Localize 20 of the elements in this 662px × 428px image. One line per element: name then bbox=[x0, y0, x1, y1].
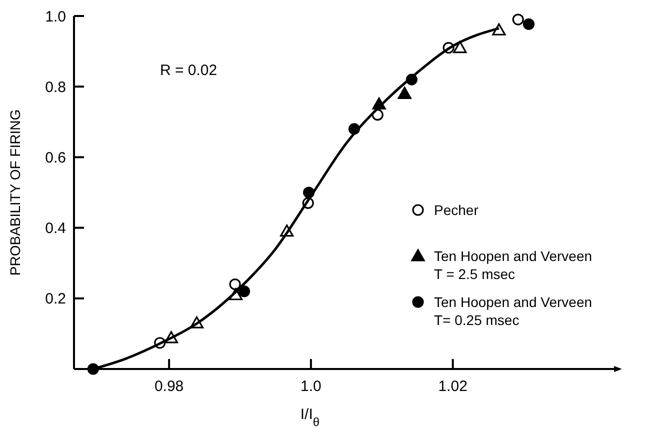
x-tick-label: 0.98 bbox=[154, 378, 184, 395]
annotation: R = 0.02 bbox=[160, 62, 218, 79]
y-tick-label: 0.6 bbox=[45, 149, 66, 166]
y-tick-label: 0.8 bbox=[45, 78, 66, 96]
legend-label: Ten Hoopen and Verveen T= 0.25 msec bbox=[434, 294, 592, 328]
y-tick-label: 1.0 bbox=[45, 8, 66, 26]
point bbox=[512, 14, 524, 26]
point bbox=[229, 278, 241, 290]
point bbox=[238, 286, 250, 298]
point bbox=[522, 18, 535, 30]
y-tick-label: 0.4 bbox=[45, 220, 66, 238]
legend-label: Ten Hoopen and Verveen T = 2.5 msec bbox=[434, 248, 592, 282]
x-tick-label: 1.02 bbox=[438, 378, 468, 395]
x-tick-label: 1.0 bbox=[300, 378, 322, 395]
y-tick-label: 0.2 bbox=[45, 290, 66, 308]
x-axis-title: I/I$_{θ}$ bbox=[300, 406, 320, 428]
point bbox=[453, 40, 467, 54]
point bbox=[398, 86, 412, 99]
y-axis-title: PROBABILITY OF FIRING bbox=[7, 109, 23, 276]
legend-label: Pecher bbox=[434, 202, 479, 218]
